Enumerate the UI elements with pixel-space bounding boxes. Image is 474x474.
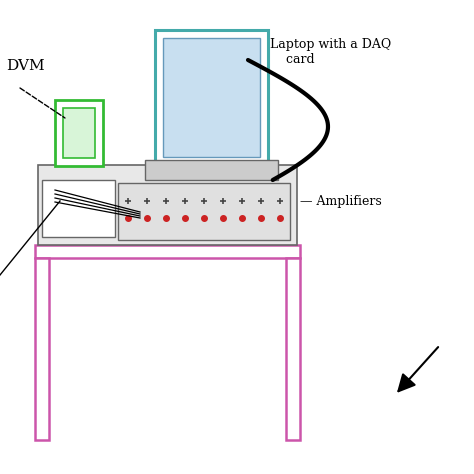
Bar <box>35 245 300 258</box>
Bar <box>35 258 49 440</box>
Bar <box>286 258 300 440</box>
Bar <box>38 165 297 245</box>
Bar <box>118 183 290 240</box>
Text: Laptop with a DAQ
    card: Laptop with a DAQ card <box>270 38 391 66</box>
Text: DVM: DVM <box>6 59 45 73</box>
Text: /: / <box>215 141 219 155</box>
Text: — Amplifiers: — Amplifiers <box>300 195 382 209</box>
Bar <box>163 38 260 157</box>
Bar <box>55 100 103 166</box>
Bar <box>155 30 268 165</box>
Bar <box>63 108 95 158</box>
Bar <box>42 180 115 237</box>
Bar <box>145 160 278 180</box>
